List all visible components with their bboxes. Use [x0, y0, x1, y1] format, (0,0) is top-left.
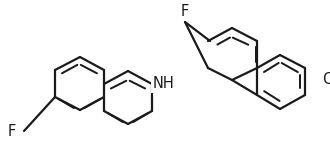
Text: F: F	[8, 124, 16, 139]
Text: F: F	[181, 5, 189, 20]
Text: NH: NH	[152, 76, 174, 92]
Text: Cl: Cl	[322, 73, 330, 88]
